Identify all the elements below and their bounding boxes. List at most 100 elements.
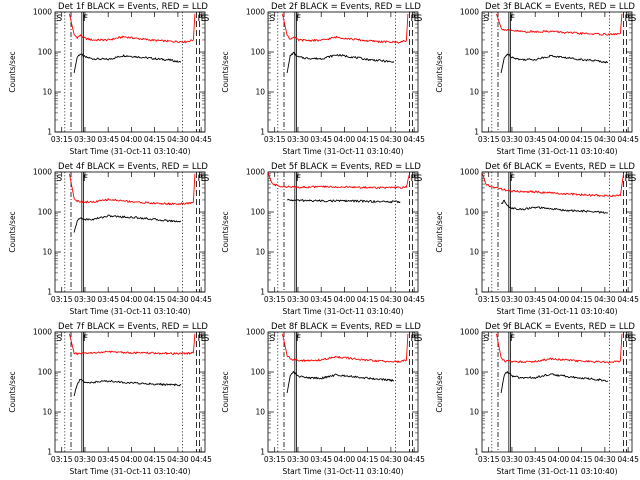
x-axis-label: Start Time (31-Oct-11 03:10:40) — [69, 147, 190, 156]
marker-letter-e: E — [628, 174, 634, 184]
chart-title: Det 1f BLACK = Events, RED = LLD — [58, 2, 208, 12]
x-tick-label: 04:30 — [167, 455, 189, 464]
marker-letter-f: F — [624, 174, 629, 184]
x-tick-label: 03:30 — [74, 295, 96, 304]
x-tick-label: 04:45 — [403, 295, 425, 304]
marker-letter-s: S — [270, 14, 276, 24]
marker-letter-s: S — [631, 14, 637, 24]
x-tick-label: 03:30 — [74, 135, 96, 144]
x-tick-label: 04:00 — [548, 295, 570, 304]
y-tick-label: 1 — [47, 448, 52, 457]
x-tick-label: 03:45 — [97, 135, 119, 144]
events-series-line — [286, 370, 395, 394]
x-tick-label: 03:30 — [287, 295, 309, 304]
x-tick-label: 04:30 — [380, 135, 402, 144]
x-tick-label: 03:30 — [501, 135, 523, 144]
marker-letter-f: F — [624, 334, 629, 344]
marker-letter-e: E — [201, 334, 207, 344]
y-axis-label: Counts/sec — [8, 51, 17, 92]
events-series-line — [73, 379, 182, 397]
y-tick-label: 1000 — [460, 328, 479, 337]
events-series-line — [500, 199, 609, 214]
lld-series-line — [496, 13, 623, 36]
x-tick-label: 03:45 — [97, 455, 119, 464]
x-tick-label: 04:00 — [548, 135, 570, 144]
marker-letter-s: S — [270, 334, 276, 344]
y-tick-label: 1 — [47, 288, 52, 297]
chart-panel-9: Det 9f BLACK = Events, RED = LLD Counts/s… — [435, 322, 639, 476]
y-tick-label: 1 — [47, 128, 52, 137]
x-tick-label: 04:00 — [121, 455, 143, 464]
marker-letter-e: E — [414, 334, 420, 344]
y-tick-label: 1000 — [246, 168, 265, 177]
x-tick-label: 04:15 — [144, 295, 166, 304]
x-tick-label: 04:00 — [334, 455, 356, 464]
x-tick-label: 04:45 — [617, 135, 639, 144]
lld-series-line — [69, 173, 196, 206]
x-tick-label: 04:00 — [334, 135, 356, 144]
x-axis-label: Start Time (31-Oct-11 03:10:40) — [496, 307, 617, 316]
y-tick-label: 1000 — [33, 168, 52, 177]
x-tick-label: 04:30 — [594, 135, 616, 144]
y-axis-label: Counts/sec — [8, 371, 17, 412]
chart-title: Det 9f BLACK = Events, RED = LLD — [485, 322, 635, 332]
marker-letter-s: S — [57, 334, 63, 344]
marker-letter-f: F — [296, 174, 301, 184]
x-tick-label: 04:45 — [190, 295, 212, 304]
marker-letter-e: E — [414, 174, 420, 184]
plot-frame — [481, 171, 633, 293]
x-tick-label: 04:15 — [357, 135, 379, 144]
y-tick-label: 1 — [260, 448, 265, 457]
y-tick-label: 100 — [38, 368, 53, 377]
marker-letter-f: F — [410, 334, 415, 344]
x-tick-label: 03:15 — [264, 455, 286, 464]
x-tick-label: 04:00 — [548, 455, 570, 464]
plot-frame — [267, 331, 419, 453]
x-tick-label: 04:30 — [380, 455, 402, 464]
events-series-line — [286, 198, 401, 204]
marker-letter-f: F — [83, 334, 88, 344]
x-axis-label: Start Time (31-Oct-11 03:10:40) — [69, 307, 190, 316]
x-tick-label: 04:30 — [594, 455, 616, 464]
events-series-line — [500, 53, 609, 74]
marker-letter-s: S — [204, 174, 210, 184]
y-tick-label: 1 — [260, 288, 265, 297]
x-tick-label: 03:15 — [51, 455, 73, 464]
chart-title: Det 2f BLACK = Events, RED = LLD — [271, 2, 421, 12]
plot-frame — [54, 331, 206, 453]
x-tick-label: 04:30 — [167, 295, 189, 304]
marker-letter-f: F — [510, 174, 515, 184]
marker-letter-s: S — [204, 334, 210, 344]
x-tick-label: 04:15 — [357, 295, 379, 304]
marker-letter-s: S — [204, 14, 210, 24]
y-tick-label: 100 — [465, 368, 480, 377]
chart-title: Det 7f BLACK = Events, RED = LLD — [58, 322, 208, 332]
marker-letter-e: E — [628, 14, 634, 24]
plot-frame — [54, 171, 206, 293]
lld-series-line — [482, 173, 624, 198]
y-tick-label: 1000 — [460, 168, 479, 177]
chart-panel-6: Det 6f BLACK = Events, RED = LLD Counts/s… — [435, 162, 639, 316]
y-tick-label: 1000 — [246, 8, 265, 17]
x-tick-label: 03:45 — [97, 295, 119, 304]
x-tick-label: 04:45 — [190, 455, 212, 464]
marker-letter-e: E — [201, 174, 207, 184]
lld-series-line — [69, 13, 196, 44]
x-tick-label: 04:45 — [403, 135, 425, 144]
x-tick-label: 04:00 — [334, 295, 356, 304]
x-tick-label: 04:45 — [403, 455, 425, 464]
marker-letter-s: S — [417, 14, 423, 24]
x-tick-label: 03:15 — [478, 455, 500, 464]
chart-panel-4: Det 4f BLACK = Events, RED = LLD Counts/s… — [8, 162, 212, 316]
x-tick-label: 03:30 — [74, 455, 96, 464]
x-tick-label: 04:30 — [594, 295, 616, 304]
x-tick-label: 04:15 — [571, 455, 593, 464]
marker-letter-f: F — [296, 334, 301, 344]
marker-letter-e: E — [628, 334, 634, 344]
x-tick-label: 04:15 — [357, 455, 379, 464]
marker-letter-s: S — [484, 14, 490, 24]
y-tick-label: 10 — [469, 88, 479, 97]
x-tick-label: 03:15 — [51, 135, 73, 144]
y-tick-label: 10 — [255, 88, 265, 97]
